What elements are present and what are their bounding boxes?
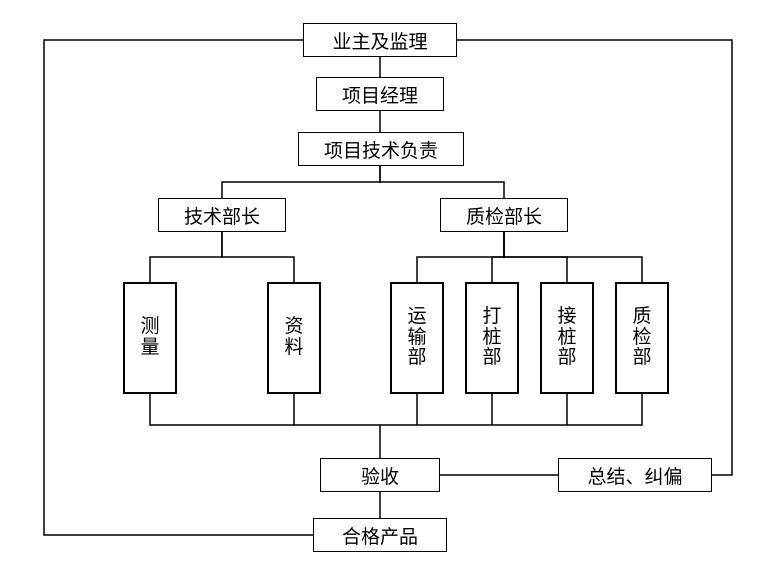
node-label: 总结、纠偏: [587, 462, 682, 489]
edge: [222, 232, 294, 282]
edge: [380, 166, 504, 198]
node-n10: 接桩部: [540, 282, 594, 394]
edge: [150, 232, 222, 282]
node-n5: 质检部长: [440, 198, 568, 232]
node-n3: 项目技术负责: [298, 132, 464, 166]
edge: [380, 394, 642, 425]
node-n13: 总结、纠偏: [558, 458, 712, 492]
node-label: 质检部长: [466, 202, 542, 229]
node-n8: 运输部: [390, 282, 444, 394]
node-label: 业主及监理: [332, 27, 427, 54]
edge: [417, 232, 504, 282]
edge: [504, 232, 642, 282]
edge: [222, 166, 380, 198]
node-label: 技术部长: [184, 202, 260, 229]
node-n1: 业主及监理: [303, 23, 457, 57]
node-n12: 验收: [320, 458, 440, 492]
node-n11: 质检部: [615, 282, 669, 394]
node-n14: 合格产品: [313, 518, 447, 552]
node-label: 项目技术负责: [324, 136, 438, 163]
node-label: 合格产品: [342, 522, 418, 549]
edge: [150, 394, 380, 458]
node-n9: 打桩部: [465, 282, 519, 394]
node-n6: 测量: [123, 282, 177, 394]
node-n7: 资料: [267, 282, 321, 394]
edge: [492, 232, 504, 282]
node-n4: 技术部长: [158, 198, 286, 232]
node-label: 验收: [361, 462, 399, 489]
node-label: 项目经理: [342, 81, 418, 108]
node-n2: 项目经理: [316, 77, 444, 111]
